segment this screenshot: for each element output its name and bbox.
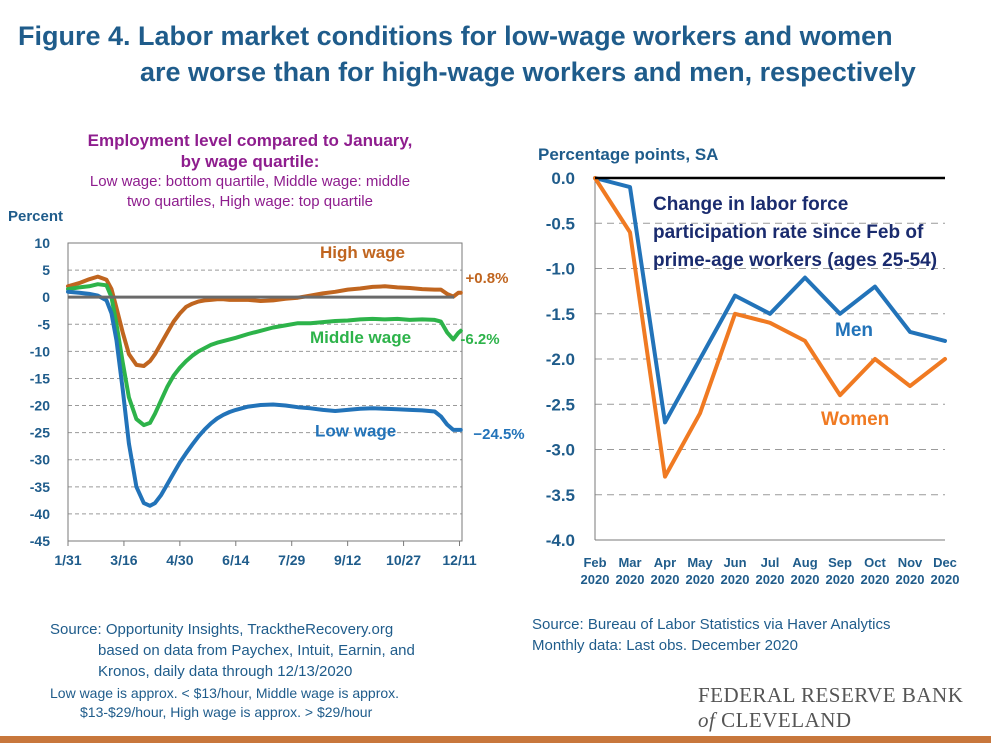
x-tick-year: 2020	[721, 572, 750, 587]
x-tick-label: 1/31	[54, 552, 81, 568]
bottom-accent-bar	[0, 736, 991, 743]
series-end-value: -6.2%	[460, 331, 499, 348]
x-tick-year: 2020	[581, 572, 610, 587]
y-tick-label: -10	[30, 343, 50, 359]
y-tick-label: -30	[30, 452, 50, 468]
logo-line1: FEDERAL RESERVE BANK	[698, 683, 964, 707]
series-label-men: Men	[835, 320, 873, 341]
y-tick-label: -1.0	[546, 260, 575, 279]
series-label: High wage	[320, 243, 405, 262]
y-tick-label: -2.5	[546, 395, 575, 414]
x-tick-label: Jun	[723, 555, 746, 570]
left-chart-title: Employment level compared to January, by…	[40, 130, 460, 212]
left-note-line1: Low wage is approx. < $13/hour, Middle w…	[50, 685, 400, 701]
left-note-line2: $13-$29/hour, High wage is approx. > $29…	[80, 704, 373, 720]
left-source: Source: Opportunity Insights, TracktheRe…	[50, 619, 415, 682]
y-tick-label: -5	[38, 316, 51, 332]
x-tick-label: 4/30	[166, 552, 193, 568]
x-tick-year: 2020	[861, 572, 890, 587]
series-line-middle-wage	[66, 282, 463, 428]
y-tick-label: -25	[30, 425, 50, 441]
y-axis-label: Percentage points, SA	[538, 145, 718, 164]
x-tick-label: May	[687, 555, 713, 570]
x-tick-label: Aug	[792, 555, 817, 570]
y-tick-label: -3.0	[546, 441, 575, 460]
x-tick-year: 2020	[756, 572, 785, 587]
x-tick-label: Sep	[828, 555, 852, 570]
left-chart-title-line2: by wage quartile:	[180, 152, 320, 171]
y-tick-label: -2.0	[546, 350, 575, 369]
left-chart-subtitle-line1: Low wage: bottom quartile, Middle wage: …	[89, 173, 411, 190]
y-tick-label: -40	[30, 506, 50, 522]
y-axis-label: Percent	[8, 208, 63, 225]
series-end-value: −24.5%	[473, 426, 524, 443]
series-line-men	[593, 176, 947, 425]
logo-of: of	[698, 708, 716, 732]
x-tick-label: Mar	[618, 555, 641, 570]
figure-title: Figure 4. Labor market conditions for lo…	[18, 18, 978, 90]
chart-annotation-line: participation rate since Feb of	[653, 222, 924, 243]
series-label: Low wage	[315, 421, 396, 440]
y-tick-label: -45	[30, 533, 50, 549]
x-tick-label: 3/16	[110, 552, 137, 568]
y-tick-label: -0.5	[546, 214, 575, 233]
chart-annotation-line: prime-age workers (ages 25-54)	[653, 250, 937, 271]
x-tick-year: 2020	[616, 572, 645, 587]
y-tick-label: -4.0	[546, 531, 575, 550]
left-source-line2: based on data from Paychex, Intuit, Earn…	[98, 642, 415, 659]
x-tick-label: 7/29	[278, 552, 305, 568]
series-end-value: +0.8%	[466, 270, 509, 287]
x-tick-label: Oct	[864, 555, 886, 570]
series-label-women: Women	[821, 409, 889, 430]
left-source-line3: Kronos, daily data through 12/13/2020	[98, 663, 353, 680]
x-tick-year: 2020	[791, 572, 820, 587]
x-tick-label: Nov	[898, 555, 923, 570]
x-tick-label: 6/14	[222, 552, 249, 568]
series-line-low-wage	[66, 289, 463, 508]
plot-frame	[67, 242, 463, 542]
series-label: Middle wage	[310, 328, 411, 347]
figure-title-line2: are worse than for high-wage workers and…	[140, 57, 916, 87]
y-tick-label: -20	[30, 398, 50, 414]
x-tick-label: Feb	[583, 555, 606, 570]
x-tick-label: 12/11	[442, 552, 476, 568]
y-tick-label: 0.0	[551, 169, 575, 188]
figure-title-line1: Figure 4. Labor market conditions for lo…	[18, 21, 893, 51]
federal-reserve-logo: FEDERAL RESERVE BANK of CLEVELAND	[698, 683, 963, 733]
y-tick-label: -35	[30, 479, 50, 495]
right-source-line2: Monthly data: Last obs. December 2020	[532, 637, 798, 654]
series-line-high-wage	[66, 274, 463, 368]
left-note: Low wage is approx. < $13/hour, Middle w…	[50, 684, 399, 722]
chart-annotation-line: Change in labor force	[653, 194, 848, 215]
right-source: Source: Bureau of Labor Statistics via H…	[532, 614, 891, 656]
series-line-women	[593, 176, 947, 479]
x-tick-label: Dec	[933, 555, 957, 570]
y-tick-label: 10	[34, 235, 50, 251]
x-tick-label: 10/27	[386, 552, 421, 568]
left-chart-title-line1: Employment level compared to January,	[87, 131, 413, 150]
logo-line2: CLEVELAND	[721, 708, 852, 732]
x-tick-year: 2020	[686, 572, 715, 587]
x-tick-label: Apr	[654, 555, 676, 570]
x-tick-label: 9/12	[334, 552, 361, 568]
left-chart-subtitle-line2: two quartiles, High wage: top quartile	[127, 193, 373, 210]
y-tick-label: 0	[42, 289, 50, 305]
x-tick-year: 2020	[651, 572, 680, 587]
left-source-line1: Source: Opportunity Insights, TracktheRe…	[50, 621, 394, 638]
y-tick-label: -3.5	[546, 486, 575, 505]
y-tick-label: -15	[30, 370, 50, 386]
x-tick-year: 2020	[896, 572, 925, 587]
x-tick-year: 2020	[826, 572, 855, 587]
y-tick-label: 5	[42, 262, 50, 278]
y-tick-label: -1.5	[546, 305, 575, 324]
right-source-line1: Source: Bureau of Labor Statistics via H…	[532, 616, 891, 633]
x-tick-label: Jul	[761, 555, 780, 570]
x-tick-year: 2020	[931, 572, 960, 587]
